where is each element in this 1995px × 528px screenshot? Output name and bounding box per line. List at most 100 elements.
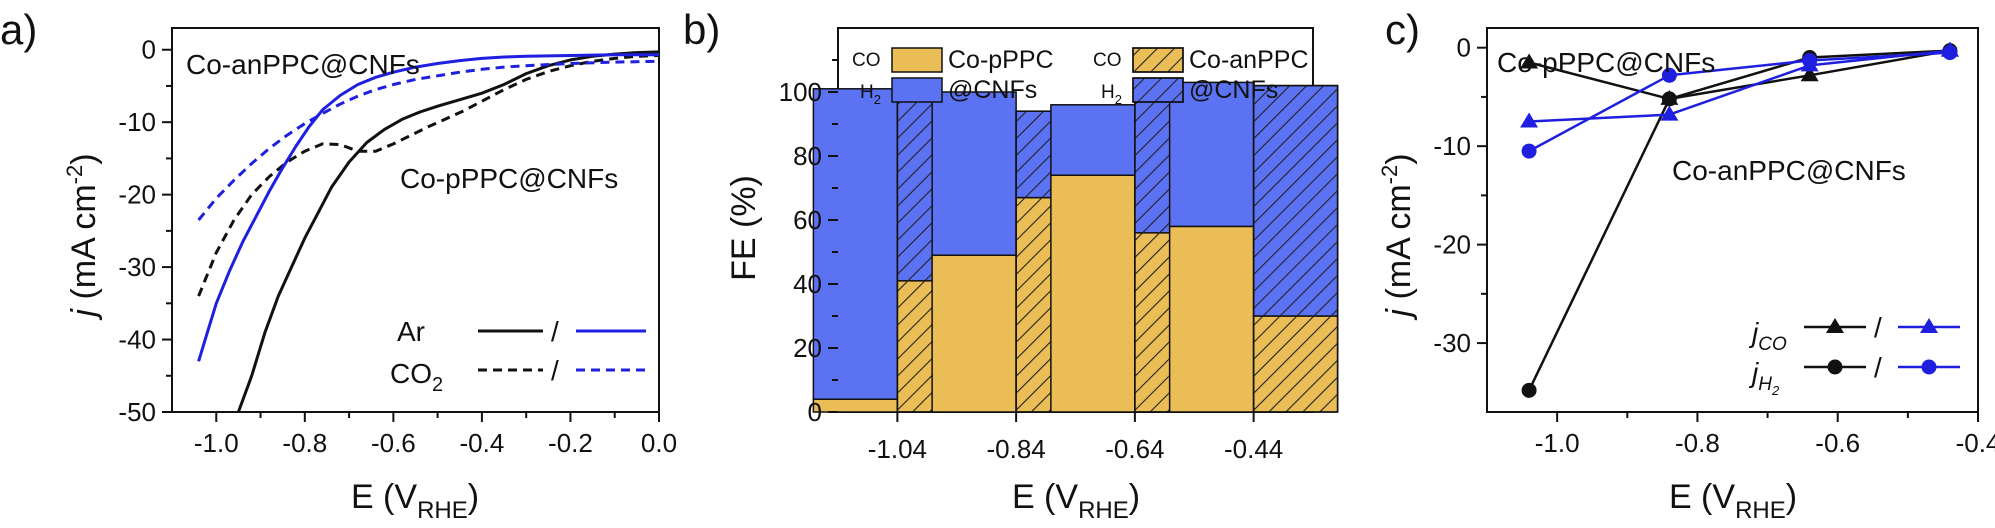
panel-c-series-3-circle-marker — [1802, 52, 1818, 68]
panel-c-legend: jCO / jH2 / — [1748, 312, 1960, 398]
panel-b-legend-1-h2-text: H2 — [860, 82, 881, 107]
panel-a-x-tick-label: -0.8 — [282, 428, 327, 458]
panel-a-legend: Ar / CO2 / — [390, 316, 646, 396]
panel-b-xlabel-sub: RHE — [1078, 497, 1129, 524]
panel-c-plot-frame — [1486, 27, 1979, 413]
panel-a-series-0-line — [236, 50, 660, 413]
panel-b-x-tick-label: -0.64 — [1105, 434, 1164, 464]
panel-a-curves — [197, 50, 660, 413]
panel-b-legend-1-h2-swatch — [891, 77, 943, 103]
panel-c-series-0-triangle-marker — [1520, 53, 1539, 69]
panel-a-y-tick-label: -50 — [118, 397, 156, 427]
panel-b-y-tick-label: 80 — [793, 141, 822, 171]
panel-a-x-tick-label: -0.6 — [371, 428, 416, 458]
panel-c-x-tick-label: -0.8 — [1675, 428, 1720, 458]
panel-c-series-2-triangle-marker — [1660, 105, 1679, 121]
panel-a-series-1-line — [197, 54, 660, 297]
panel-c-series-1-circle-marker — [1661, 91, 1677, 107]
panel-a-y-tick-label: -40 — [118, 325, 156, 355]
panel-b-legend-2-h2-base: H — [1101, 82, 1115, 103]
panel-b-bar-co-pppc — [1168, 225, 1255, 413]
panel-b-legend-2-line1: Co-anPPC — [1189, 46, 1309, 74]
panel-a-ticks: -1.0 -0.8 -0.6 -0.4 -0.2 0.0 0 -10 -20 -30 -40 -50 — [118, 35, 677, 458]
panel-c-annotation-co-anppc: Co-anPPC@CNFs — [1672, 155, 1906, 186]
panel-b-legend-2-line2: @CNFs — [1189, 76, 1278, 104]
panel-b-bar-h2-pppc — [1168, 81, 1255, 228]
panel-b-x-axis-title: E (VRHE) — [1012, 478, 1140, 524]
panel-b-legend-2-h2-text: H2 — [1101, 82, 1122, 107]
panel-b-x-tick-label: -0.44 — [1224, 434, 1283, 464]
panel-a-ylabel-var: j — [65, 308, 103, 321]
panel-c-series-3-circle-marker — [1521, 143, 1537, 159]
panel-b-legend-1-h2-base: H — [860, 82, 874, 103]
panel-a-legend-co2-separator: / — [551, 355, 559, 386]
panel-a-label: a) — [0, 6, 37, 53]
panel-b-legend-2-h2-hatch — [1132, 77, 1184, 103]
panel-b-xlabel: E (V — [1012, 478, 1078, 516]
panel-b-legend-1-line1: Co-pPPC — [948, 46, 1054, 74]
panel-c-y-tick-label: 0 — [1457, 33, 1471, 63]
panel-c-x-tick-label: -1.0 — [1535, 428, 1580, 458]
panel-c-y-tick-label: -10 — [1433, 131, 1471, 161]
panel-a-ylabel-end: ) — [65, 153, 103, 164]
panel-b-legend-1-co-text: CO — [852, 50, 881, 71]
panel-b-ticks: -1.04 -0.84 -0.64 -0.44 0 20 40 60 80 100 — [779, 59, 1283, 464]
panel-a-series-3-line — [197, 59, 660, 221]
panel-a-x-tick-label: -0.2 — [548, 428, 593, 458]
panel-c-xlabel-sub: RHE — [1735, 497, 1786, 524]
panel-b-y-tick-label: 40 — [793, 269, 822, 299]
panel-c-ylabel-end: ) — [1380, 153, 1418, 164]
panel-b-legend-2-co-text: CO — [1093, 50, 1122, 71]
panel-b-legend: CO H2 Co-pPPC @CNFs CO H2 Co-anPPC @CNFs — [852, 46, 1309, 107]
panel-c-legend-jh2-sub: H — [1758, 374, 1772, 395]
panel-b-bar-chart: b) -1.04 -0.84 -0.64 -0.44 0 20 40 60 80 100 FE (… — [683, 6, 1339, 524]
panel-a-xlabel-end: ) — [468, 478, 479, 516]
panel-b-y-tick-label: 20 — [793, 333, 822, 363]
panel-c-series-2-triangle-marker — [1520, 112, 1539, 128]
panel-a-x-tick-label: -0.4 — [460, 428, 505, 458]
panel-c-xlabel-end: ) — [1786, 478, 1797, 516]
panel-c-legend-jco-blue-triangle-marker — [1920, 318, 1938, 333]
panel-c-legend-jco-black-triangle-marker — [1826, 318, 1844, 333]
panel-c-legend-jco-sub: CO — [1758, 334, 1787, 355]
panel-b-legend-1-line2: @CNFs — [948, 76, 1037, 104]
panel-a-xlabel: E (V — [351, 478, 417, 516]
panel-c-y-tick-label: -30 — [1433, 328, 1471, 358]
panel-c-xlabel: E (V — [1669, 478, 1735, 516]
panel-a-y-tick-label: 0 — [142, 35, 156, 65]
panel-a-y-tick-label: -30 — [118, 252, 156, 282]
panel-a-xlabel-sub: RHE — [417, 497, 468, 524]
panel-a-x-tick-label: 0.0 — [641, 428, 677, 458]
panel-c-ticks: -1.0 -0.8 -0.6 -0.4 0 -10 -20 -30 — [1433, 33, 1995, 458]
panel-b-label: b) — [683, 6, 720, 53]
panel-c-ylabel-sup: -2 — [1377, 165, 1402, 185]
panel-c-series-1-line — [1527, 49, 1950, 391]
panel-b-y-tick-label: 100 — [779, 77, 822, 107]
panel-a-ylabel-rest: (mA cm — [65, 184, 103, 309]
panel-b-y-axis-title: FE (%) — [725, 175, 763, 281]
panel-a-plot-frame — [171, 27, 660, 413]
panel-a-y-tick-label: -10 — [118, 107, 156, 137]
panel-a-ylabel-sup: -2 — [62, 165, 87, 185]
panel-a-legend-ar-text: Ar — [397, 316, 425, 347]
panel-c-series-3-circle-marker — [1661, 67, 1677, 83]
panel-a-annotation-co-anppc: Co-anPPC@CNFs — [186, 49, 420, 80]
panel-c-legend-jco-separator: / — [1874, 312, 1882, 343]
panel-c-series-1-circle-marker — [1521, 382, 1537, 398]
panel-c-series-0-line — [1528, 49, 1951, 101]
panel-a-legend-co2-sub: 2 — [432, 374, 443, 396]
panel-a-legend-co2-text: CO — [390, 358, 432, 389]
panel-c-x-tick-label: -0.4 — [1956, 428, 1995, 458]
panel-c-series-0-triangle-marker — [1800, 66, 1819, 82]
panel-c-legend-jh2-blue-circle-marker — [1921, 359, 1937, 375]
panel-c-legend-jh2-subsub: 2 — [1771, 383, 1780, 398]
panel-c-series-2-line — [1529, 49, 1951, 123]
panel-a-legend-ar-separator: / — [551, 316, 559, 347]
panel-c-legend-jh2-black-circle-marker — [1827, 359, 1843, 375]
panel-c-legend-jco-label: jCO — [1748, 317, 1787, 355]
panel-c-legend-jh2-var: j — [1748, 357, 1759, 388]
panel-b-x-tick-label: -1.04 — [868, 434, 927, 464]
panel-c-y-axis-title: j (mA cm-2) — [1377, 153, 1418, 320]
panel-c-label: c) — [1385, 6, 1420, 53]
panel-b-bar-h2-pppc — [812, 88, 899, 400]
